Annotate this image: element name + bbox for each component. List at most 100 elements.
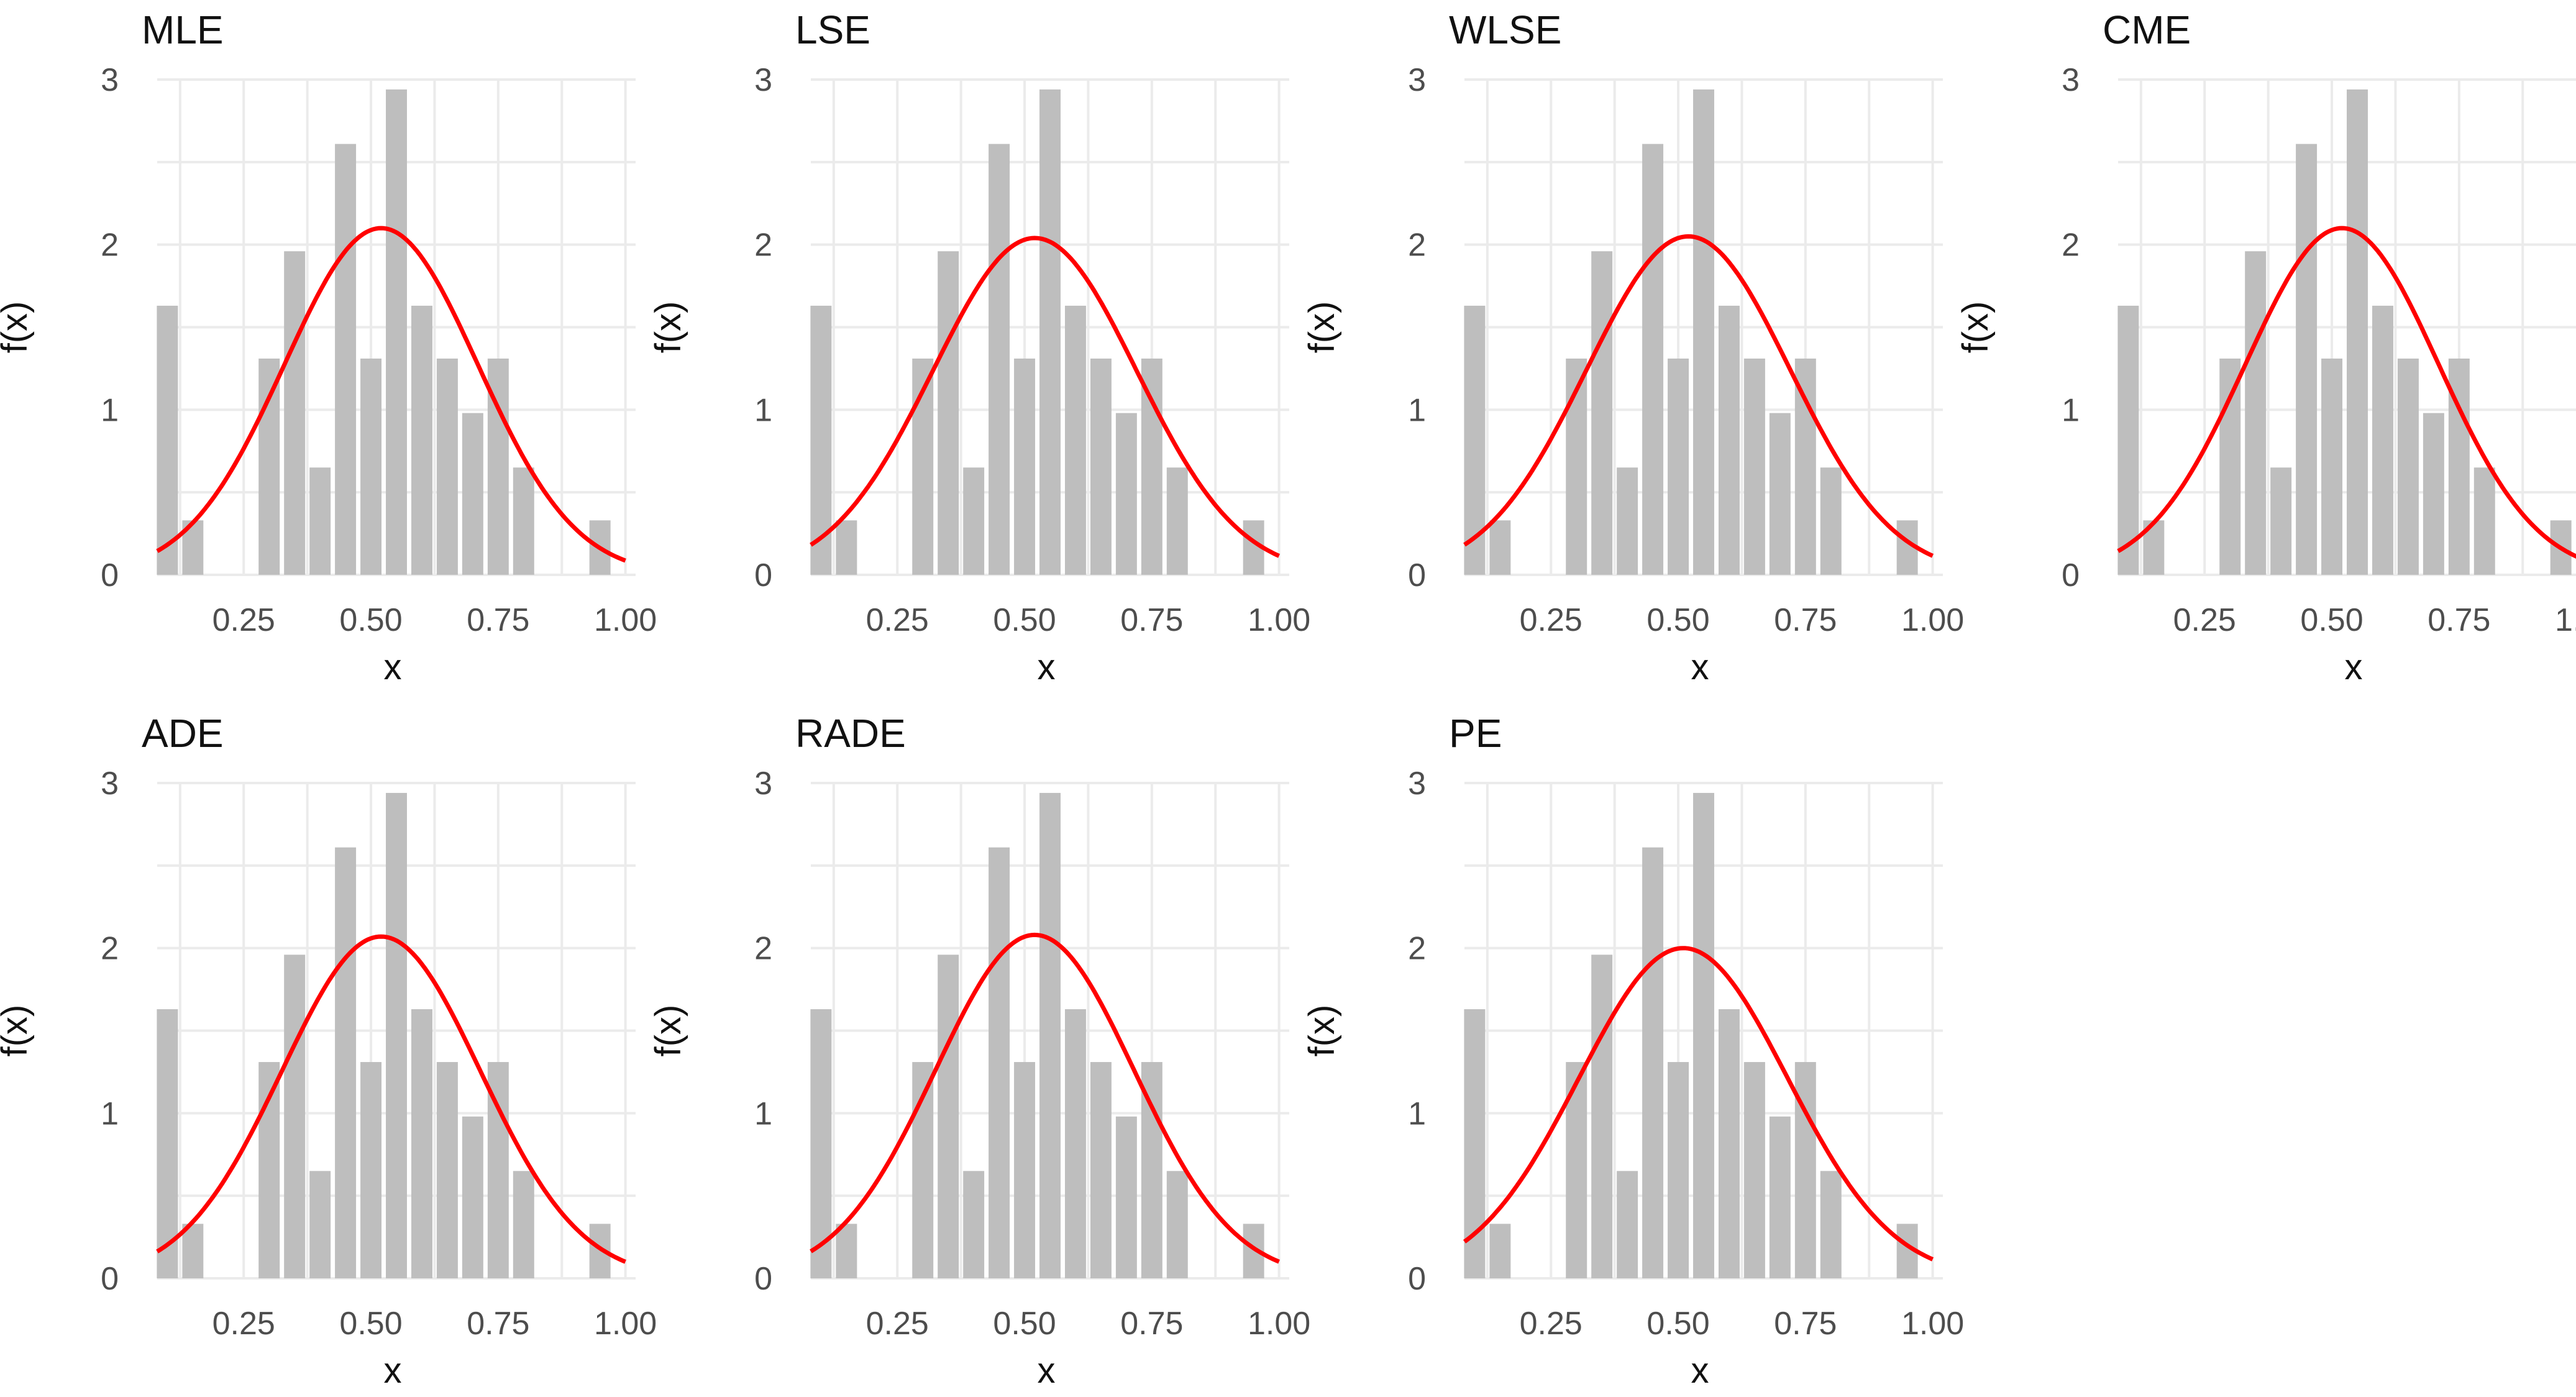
histogram-bar — [1642, 144, 1664, 575]
y-axis-title: f(x) — [1302, 301, 1342, 354]
x-tick-label: 0.75 — [467, 602, 529, 638]
fitted-density-curve — [1463, 946, 1934, 1262]
y-tick-label: 3 — [754, 62, 772, 98]
y-tick-label: 1 — [1408, 392, 1426, 428]
histogram-bar — [1014, 358, 1036, 575]
histogram-bar — [1820, 1171, 1842, 1278]
histogram-bar — [963, 467, 985, 575]
histogram-bar — [1693, 792, 1714, 1278]
histogram-bar — [2296, 144, 2318, 575]
histogram-bar — [1166, 467, 1188, 575]
panel-title: PE — [1449, 711, 1502, 756]
histogram-bar — [836, 1224, 857, 1278]
histogram-bar — [810, 1009, 832, 1278]
histogram-bar — [1489, 1224, 1511, 1278]
y-tick-label: 3 — [1408, 766, 1426, 802]
histogram-bar — [2347, 89, 2368, 575]
histogram-bar — [284, 955, 306, 1278]
histogram-bar — [1039, 792, 1061, 1278]
histogram-bar — [963, 1171, 985, 1278]
x-tick-label: 0.25 — [866, 1306, 929, 1342]
y-tick-label: 3 — [2062, 62, 2080, 98]
x-axis-title: x — [1038, 647, 1056, 687]
panel-title: RADE — [795, 711, 906, 756]
histogram-bar — [1115, 1116, 1137, 1278]
histogram-bar — [1743, 1061, 1765, 1278]
x-tick-label: 0.50 — [993, 602, 1056, 638]
histogram-bar — [2219, 358, 2241, 575]
y-tick-label: 0 — [1408, 557, 1426, 593]
panel-title: LSE — [795, 7, 870, 52]
x-tick-label: 1.00 — [1248, 1306, 1310, 1342]
histogram-bar — [1464, 305, 1486, 575]
panel-rade: 0 1 2 3 0.25 0.50 0.75 1.00 x f(x) RADE — [648, 711, 1310, 1391]
histogram-bar — [1039, 89, 1061, 575]
histogram-bar — [1014, 1061, 1036, 1278]
histogram-bar — [1718, 305, 1740, 575]
x-tick-label: 0.25 — [1520, 602, 1583, 638]
fitted-density-curve — [1463, 234, 1934, 558]
histogram-bar — [309, 1171, 331, 1278]
histogram-bar — [1693, 89, 1714, 575]
histogram-bar — [335, 847, 357, 1278]
x-tick-label: 0.25 — [2173, 602, 2236, 638]
y-tick-label: 0 — [101, 557, 119, 593]
histogram-bar — [182, 1224, 204, 1278]
y-tick-label: 0 — [754, 1261, 772, 1297]
x-tick-label: 0.50 — [2300, 602, 2363, 638]
histogram-bar — [1718, 1009, 1740, 1278]
y-tick-label: 1 — [754, 1096, 772, 1132]
y-tick-label: 3 — [101, 62, 119, 98]
y-tick-label: 2 — [754, 931, 772, 967]
y-axis-title: f(x) — [0, 1005, 35, 1057]
fitted-density-curve — [156, 934, 626, 1264]
x-axis-title: x — [384, 1350, 402, 1391]
y-tick-label: 3 — [754, 766, 772, 802]
y-axis-title: f(x) — [648, 1005, 688, 1057]
histogram-bar — [836, 520, 857, 575]
x-tick-label: 0.25 — [866, 602, 929, 638]
histogram-bar — [1141, 1061, 1162, 1278]
panel-title: MLE — [142, 7, 224, 52]
y-tick-label: 2 — [2062, 227, 2080, 263]
histogram-bar — [1617, 1171, 1638, 1278]
histogram-bar — [1668, 358, 1689, 575]
y-tick-label: 2 — [754, 227, 772, 263]
x-tick-label: 0.25 — [212, 602, 275, 638]
histogram-bar — [1743, 358, 1765, 575]
histogram-bar — [1668, 1061, 1689, 1278]
histogram-bar — [157, 1009, 178, 1278]
histogram-bar — [513, 1171, 534, 1278]
histogram-bar — [411, 1009, 432, 1278]
histogram-bar — [1769, 413, 1791, 575]
histogram-bar — [462, 1116, 483, 1278]
histogram-bar — [2423, 413, 2444, 575]
fitted-density-curve — [2117, 226, 2576, 559]
x-tick-label: 1.00 — [2555, 602, 2576, 638]
histogram-bar — [1090, 1061, 1112, 1278]
histogram-bar — [436, 358, 458, 575]
histogram-bar — [1064, 305, 1086, 575]
panel-title: CME — [2103, 7, 2191, 52]
histogram-bar — [157, 305, 178, 575]
x-tick-label: 0.25 — [1520, 1306, 1583, 1342]
y-axis-title: f(x) — [1955, 301, 1996, 354]
y-tick-label: 0 — [754, 557, 772, 593]
y-tick-label: 2 — [1408, 931, 1426, 967]
histogram-bar — [1820, 467, 1842, 575]
x-tick-label: 0.50 — [1647, 602, 1709, 638]
x-tick-label: 0.50 — [1647, 1306, 1709, 1342]
histogram-bar — [1591, 251, 1613, 575]
y-axis-title: f(x) — [0, 301, 35, 354]
x-tick-label: 0.75 — [1774, 602, 1837, 638]
x-axis-title: x — [1691, 1350, 1709, 1391]
histogram-bar — [1617, 467, 1638, 575]
y-tick-label: 1 — [101, 1096, 119, 1132]
x-tick-label: 1.00 — [1901, 602, 1964, 638]
histogram-bar — [360, 1061, 382, 1278]
histogram-bar — [989, 144, 1010, 575]
x-axis-title: x — [384, 647, 402, 687]
y-tick-label: 3 — [1408, 62, 1426, 98]
histogram-bar — [2245, 251, 2267, 575]
